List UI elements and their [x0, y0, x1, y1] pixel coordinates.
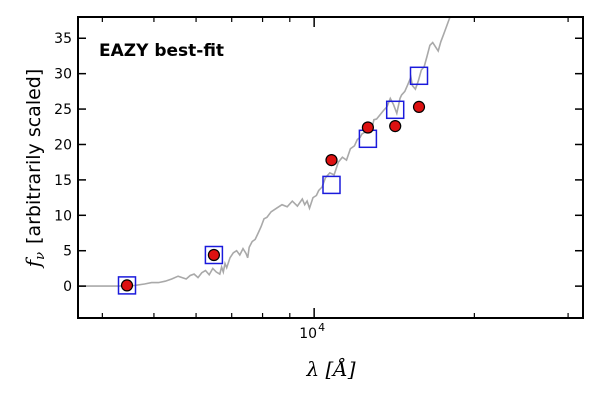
y-axis-label: fν[arbitrarily scaled] [21, 69, 48, 270]
model-photometry-square [385, 100, 405, 120]
observed-photometry-point [325, 154, 338, 167]
y-tick-label: 10 [54, 208, 72, 224]
model-spectrum-line [78, 17, 451, 287]
y-axis-label-text: [arbitrarily scaled] [23, 69, 45, 244]
model-photometry-square [409, 66, 429, 86]
model-photometry-square [322, 175, 341, 195]
observed-photometry-point [207, 248, 220, 262]
ticks-layer: 0 5 10 15 20 25 30 35 [54, 17, 583, 318]
y-axis-label-subscript: ν [33, 252, 48, 260]
y-tick-label: 5 [63, 244, 72, 260]
observed-photometry-point [412, 100, 426, 114]
y-tick-label: 25 [54, 102, 72, 118]
observed-photometry-point [361, 121, 374, 134]
model-photometry-square [117, 276, 137, 295]
x-tick-label-exponent: 4 [318, 321, 325, 334]
y-tick-label: 15 [54, 173, 72, 189]
plot-frame [77, 16, 584, 319]
observed-photometry-point [389, 119, 402, 133]
y-tick-label: 30 [54, 67, 72, 83]
annotation-label: EAZY best-fit [99, 41, 224, 61]
x-axis-label: λ [Å] [305, 356, 355, 381]
y-tick-label: 20 [54, 137, 72, 153]
x-tick-label: 10 4 [299, 321, 325, 342]
y-tick-label: 35 [54, 31, 72, 47]
x-tick-label-base: 10 [299, 326, 317, 342]
series-layer [78, 17, 451, 295]
svg-text:fν[arbitrarily scaled]: fν[arbitrarily scaled] [21, 69, 48, 270]
y-tick-label: 0 [63, 279, 72, 295]
observed-photometry-point [120, 279, 134, 292]
model-photometry-square [204, 245, 224, 265]
